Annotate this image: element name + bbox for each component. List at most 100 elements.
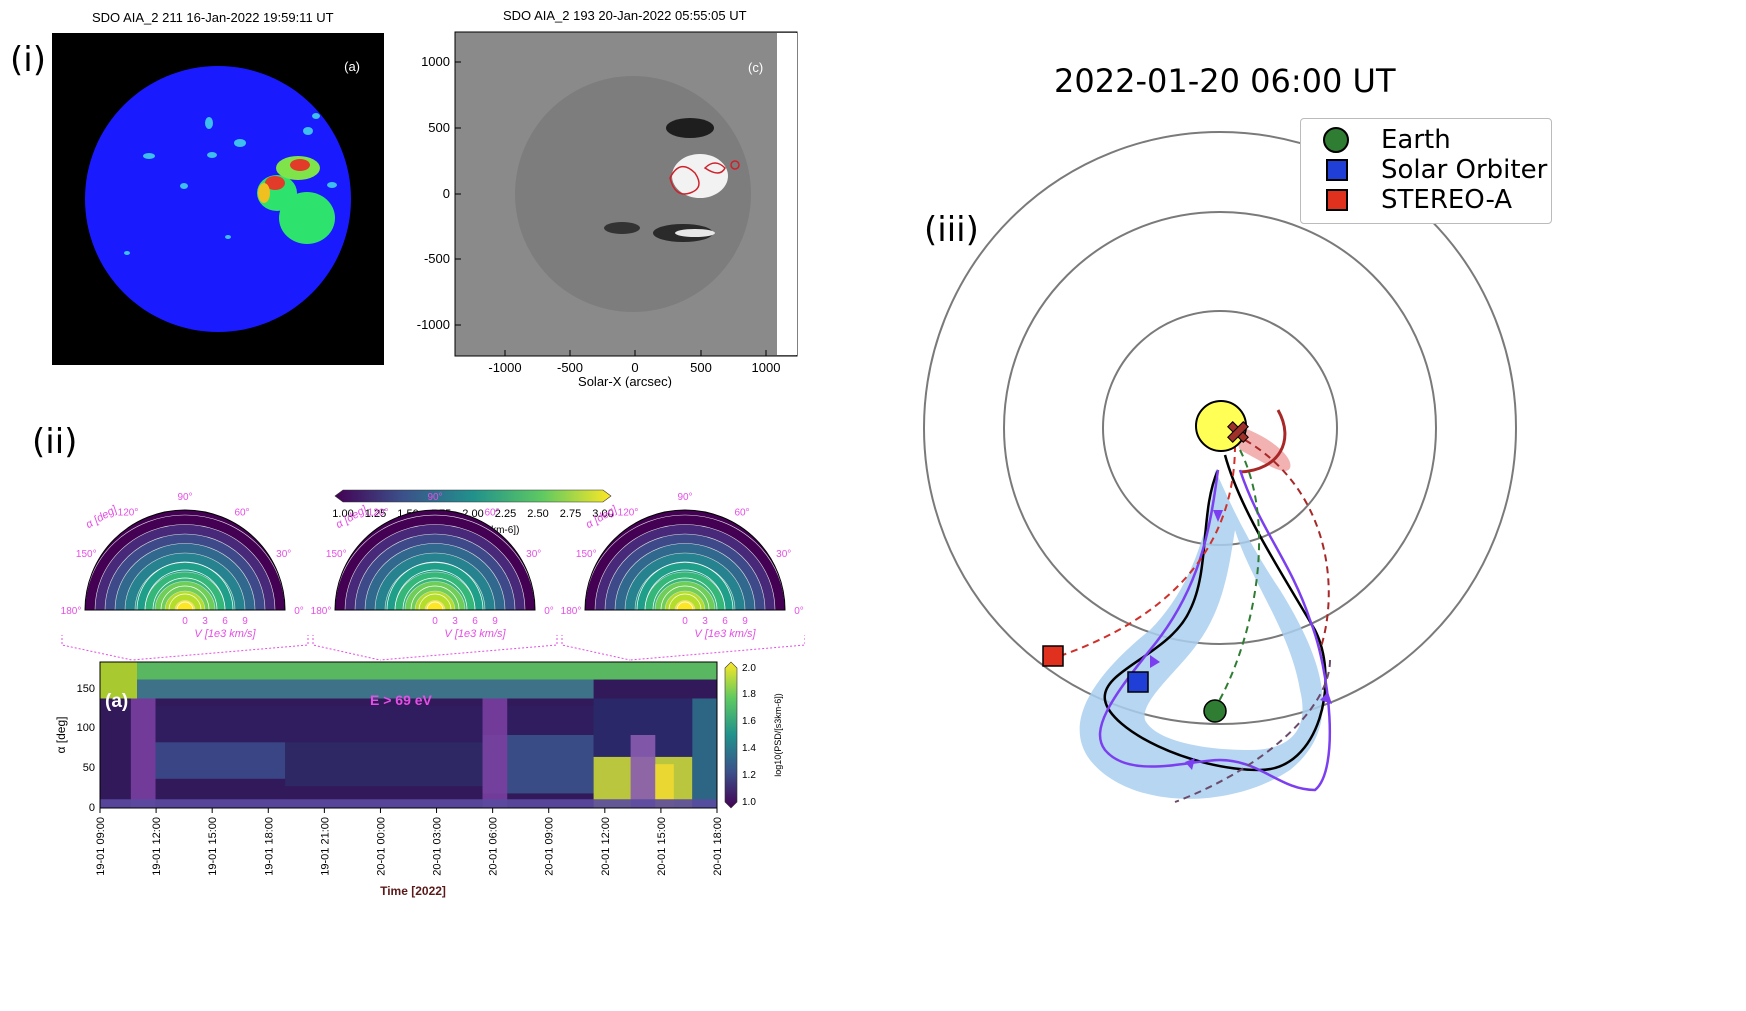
polar-angle-label: 180°	[561, 606, 582, 617]
stereo-a-marker	[1042, 645, 1064, 667]
active-region-blobs	[124, 113, 337, 255]
spectrogram-panel-tag: (a)	[105, 691, 128, 712]
spec-cbar-tick: 1.6	[742, 716, 756, 727]
psd-colorbar-tick: 1.25	[365, 508, 386, 520]
polar-v-tick: 9	[492, 616, 498, 627]
polar-v-tick: 9	[742, 616, 748, 627]
spec-ytick: 50	[83, 762, 95, 774]
spec-ylabel: α [deg]	[54, 717, 68, 754]
spec-cbar-label: log10(PSD/[s3km-6])	[773, 693, 783, 777]
aia211-sun-disk	[85, 66, 351, 332]
polar-angle-label: 120°	[118, 507, 139, 518]
polar-v-tick: 6	[722, 616, 728, 627]
spec-xtick: 20-01 06:00	[488, 817, 500, 876]
orbit-diagram	[923, 131, 1517, 803]
polar-v-tick: 0	[182, 616, 188, 627]
solar-orbiter-legend-icon	[1326, 159, 1348, 181]
spec-cbar-tick: 1.0	[742, 797, 756, 808]
polar-v-label: V [1e3 km/s]	[694, 628, 756, 640]
spec-ytick: 0	[89, 802, 95, 814]
field-line-purple	[1098, 469, 1332, 792]
psd-colorbar-tick: 2.75	[560, 508, 581, 520]
polar-v-label: V [1e3 km/s]	[444, 628, 506, 640]
earth-marker	[1203, 699, 1227, 723]
aia193-xtick: -500	[557, 360, 583, 375]
polar-angle-label: 150°	[576, 549, 597, 560]
earth-legend-icon	[1323, 127, 1349, 153]
polar-v-tick: 6	[222, 616, 228, 627]
spec-xtick: 19-01 18:00	[263, 817, 275, 876]
field-line	[1103, 454, 1327, 772]
polar-v-tick: 3	[702, 616, 708, 627]
spec-xtick: 19-01 12:00	[151, 817, 163, 876]
field-direction-arrows	[1150, 510, 1332, 770]
polar-angle-label: 0°	[544, 606, 554, 617]
psd-colorbar-tick: 1.00	[332, 508, 353, 520]
polar-angle-label: 150°	[76, 549, 97, 560]
aia211-title: SDO AIA_2 211 16-Jan-2022 19:59:11 UT	[92, 10, 334, 25]
aia193-xtick: 0	[631, 360, 638, 375]
polar-v-tick: 9	[242, 616, 248, 627]
polar-angle-label: 180°	[61, 606, 82, 617]
spec-xtick: 20-01 00:00	[375, 817, 387, 876]
polar-angle-label: 30°	[776, 549, 791, 560]
aia193-title: SDO AIA_2 193 20-Jan-2022 05:55:05 UT	[503, 8, 747, 23]
polar-angle-label: 120°	[618, 507, 639, 518]
spec-xtick: 20-01 18:00	[712, 817, 724, 876]
orbit-legend: Earth Solar Orbiter STEREO-A	[1300, 118, 1552, 224]
polar-angle-label: 90°	[177, 492, 192, 503]
polar-angle-label: 0°	[294, 606, 304, 617]
panel-label-i: (i)	[10, 40, 46, 80]
panel-label-ii: (ii)	[32, 422, 78, 462]
aia193-xtick: 1000	[752, 360, 781, 375]
polar-alpha-label: α [deg]	[584, 503, 620, 531]
aia193-ytick: 0	[443, 186, 450, 201]
polar-v-tick: 0	[682, 616, 688, 627]
aia193-ytick: -1000	[417, 317, 450, 332]
polar-angle-label: 30°	[526, 549, 541, 560]
polar-angle-label: 150°	[326, 549, 347, 560]
spec-cbar-tick: 1.8	[742, 689, 756, 700]
polar-connectors	[61, 635, 805, 661]
spec-xlabel: Time [2022]	[380, 884, 446, 898]
energy-annotation: E > 69 eV	[370, 692, 433, 708]
spec-xtick: 19-01 15:00	[207, 817, 219, 876]
polar-plot: 0° 30° 60° 90° 120° 150° 180° α [deg] 0 3 6 9V [1e3…	[311, 492, 554, 640]
polar-plots: 0°30°60°90°120°150°180°α [deg]0 3 6 9V [1e3…	[61, 492, 804, 640]
polar-angle-label: 90°	[427, 492, 442, 503]
stereo-a-connection	[1059, 444, 1236, 657]
polar-alpha-label: α [deg]	[334, 503, 370, 531]
polar-angle-label: 0°	[794, 606, 804, 617]
aia193-yaxis-ticks	[455, 61, 767, 356]
polar-angle-label: 30°	[276, 549, 291, 560]
spec-xtick: 20-01 12:00	[600, 817, 612, 876]
spec-xtick: 20-01 15:00	[656, 817, 668, 876]
polar-angle-label: 90°	[677, 492, 692, 503]
aia193-xlabel: Solar-X (arcsec)	[578, 374, 672, 388]
spec-cbar-tick: 1.2	[742, 770, 756, 781]
flare-x-marker	[1227, 421, 1249, 443]
psd-colorbar-tick: 2.50	[527, 508, 548, 520]
spec-xtick: 19-01 21:00	[319, 817, 331, 876]
polar-angle-label: 120°	[368, 507, 389, 518]
polar-angle-label: 180°	[311, 606, 332, 617]
legend-label-solar-orbiter: Solar Orbiter	[1381, 155, 1548, 185]
polar-v-tick: 6	[472, 616, 478, 627]
eruption-features	[604, 118, 740, 242]
polar-v-tick: 3	[202, 616, 208, 627]
aia193-ytick: 500	[428, 120, 450, 135]
polar-v-tick: 0	[432, 616, 438, 627]
aia193-xtick: 500	[690, 360, 712, 375]
spec-xtick: 20-01 09:00	[544, 817, 556, 876]
spec-cbar-tick: 1.4	[742, 743, 756, 754]
polar-angle-label: 60°	[234, 507, 249, 518]
legend-label-stereo-a: STEREO-A	[1381, 185, 1513, 215]
aia211-panel-tag: (a)	[344, 59, 360, 74]
polar-plot: 0° 30° 60° 90° 120° 150° 180° α [deg] 0 3 6 9V [1e3…	[61, 492, 304, 640]
solo-connection	[1174, 659, 1331, 803]
polar-angle-label: 60°	[734, 507, 749, 518]
panel-label-iii: (iii)	[924, 210, 979, 250]
aia193-plot: 1000 500 0 -500 -1000 -1000 -500 0 500 1…	[417, 31, 798, 388]
legend-label-earth: Earth	[1381, 125, 1451, 155]
stereo-a-legend-icon	[1326, 189, 1348, 211]
